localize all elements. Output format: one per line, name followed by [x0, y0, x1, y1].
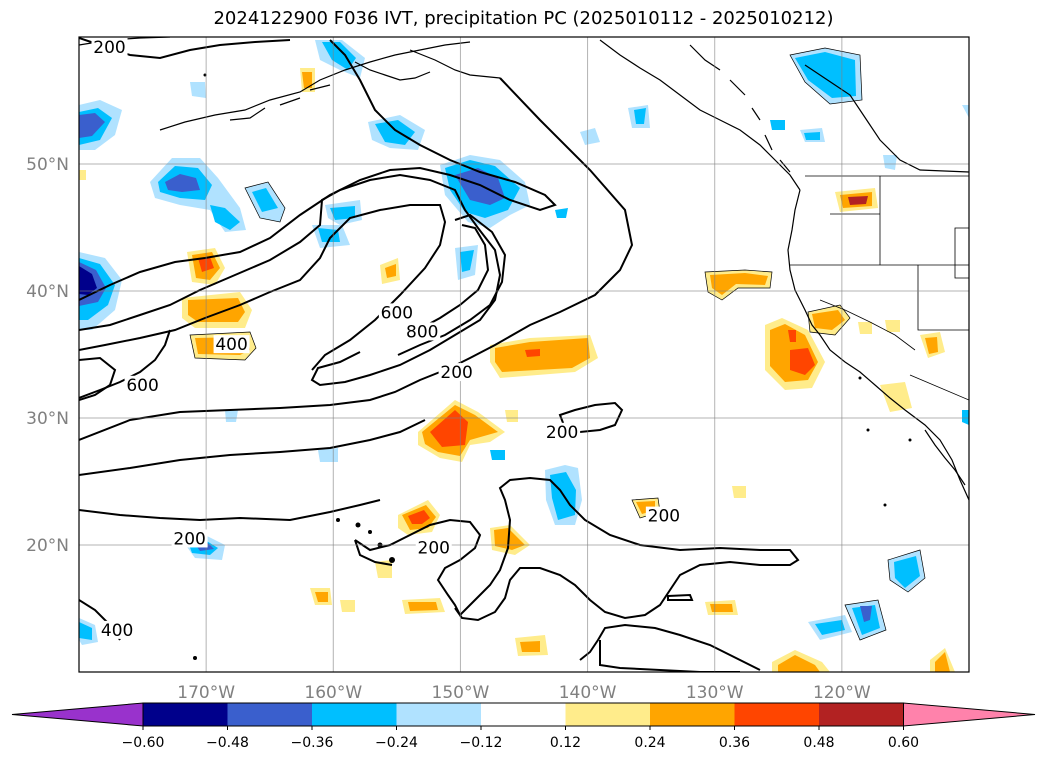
grid-lines: [79, 37, 969, 672]
contour-label-bg: [645, 506, 682, 525]
colorbar-segment: [734, 703, 820, 726]
contour-label-bg: [124, 375, 161, 394]
colorbar-segment: [565, 703, 651, 726]
contour-label: 200: [93, 38, 125, 58]
contour-label: 200: [648, 507, 680, 527]
longitude-labels: 170°W 160°W 150°W 140°W 130°W 120°W: [177, 683, 871, 703]
contour-label-bg: [404, 322, 441, 341]
colorbar-extend-low: [11, 702, 144, 727]
latitude-labels: 20°N 30°N 40°N 50°N: [26, 155, 69, 556]
colorbar-frame: [142, 702, 904, 727]
contour-label: 400: [215, 335, 247, 355]
contour-label-bg: [438, 363, 475, 382]
patch-outlines: [189, 47, 926, 641]
colorbar-tick-label: 0.36: [719, 735, 750, 751]
contour-label: 200: [418, 538, 450, 558]
contour-label: 400: [101, 621, 133, 641]
colorbar-tick-label: −0.60: [122, 735, 165, 751]
colorbar-tick-label: 0.48: [803, 735, 834, 751]
contour-label-bg: [91, 37, 128, 56]
colorbar-segment: [819, 703, 904, 726]
colorbar-tick-label: 0.24: [634, 735, 665, 751]
contour-label-bg: [378, 303, 415, 322]
lon-tick-label: 140°W: [559, 683, 617, 703]
lon-tick-label: 120°W: [813, 683, 871, 703]
lon-tick-label: 150°W: [432, 683, 490, 703]
lat-tick-label: 30°N: [26, 409, 69, 429]
colorbar-tick-label: −0.36: [291, 735, 334, 751]
negative-anomaly-patches: [79, 40, 969, 645]
map-frame: [78, 36, 970, 673]
contour-label: 600: [381, 303, 413, 323]
lat-tick-label: 40°N: [26, 282, 69, 302]
colorbar-tick-label: −0.24: [375, 735, 418, 751]
colorbar-tick-label: 0.12: [550, 735, 581, 751]
contour-label-bg: [213, 335, 250, 354]
contour-label: 200: [546, 423, 578, 443]
contour-label-bg: [171, 529, 208, 548]
colorbar: [11, 702, 1036, 730]
colorbar-segment: [481, 703, 566, 726]
precipitation-shading: [79, 40, 969, 672]
contour-label: 200: [173, 529, 205, 549]
contour-label: 800: [406, 322, 438, 342]
lon-tick-label: 130°W: [686, 683, 744, 703]
colorbar-tick-label: −0.48: [206, 735, 249, 751]
contour-label: 200: [440, 363, 472, 383]
lat-tick-label: 50°N: [26, 155, 69, 175]
contour-label-bg: [415, 538, 452, 557]
colorbar-tick-label: −0.12: [460, 735, 503, 751]
colorbar-extend-high: [903, 702, 1036, 727]
contour-label-bg: [99, 620, 136, 639]
colorbar-segment: [227, 703, 313, 726]
coastlines: [79, 37, 969, 501]
lon-tick-label: 170°W: [177, 683, 235, 703]
contour-label: 600: [126, 376, 158, 396]
map-title: 2024122900 F036 IVT, precipitation PC (2…: [213, 8, 834, 29]
colorbar-segment: [143, 703, 228, 726]
colorbar-segment: [396, 703, 482, 726]
state-boundaries: [790, 175, 969, 401]
colorbar-tick-label: 0.60: [888, 735, 919, 751]
lat-tick-label: 20°N: [26, 536, 69, 556]
contour-label-bg: [544, 422, 581, 441]
lon-tick-label: 160°W: [304, 683, 362, 703]
colorbar-labels: −0.60 −0.48 −0.36 −0.24 −0.12 0.12 0.24 0.36 0.4…: [122, 735, 920, 751]
colorbar-segment: [312, 703, 397, 726]
colorbar-segment: [650, 703, 735, 726]
islands: [193, 73, 912, 660]
